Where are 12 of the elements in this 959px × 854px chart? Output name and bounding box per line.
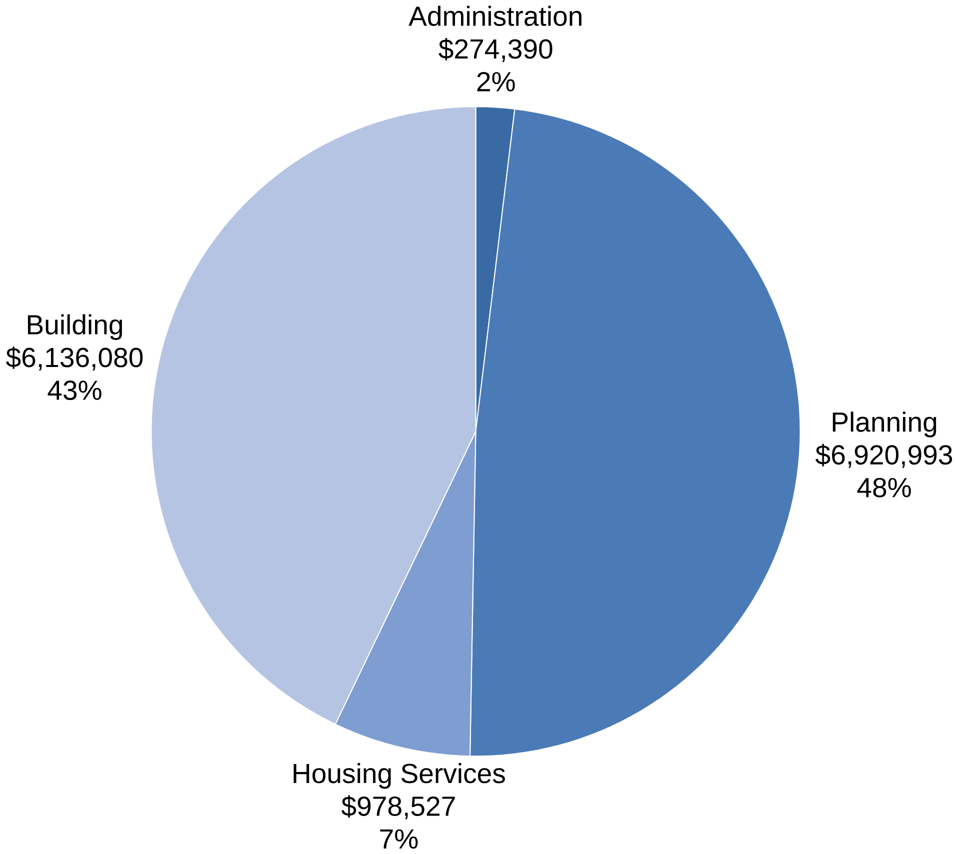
slice-label: Housing Services bbox=[294, 762, 505, 789]
data-label: $978,527 bbox=[342, 795, 455, 820]
slice-label: Planning bbox=[832, 411, 936, 438]
slice-label: Administration bbox=[408, 6, 582, 26]
text: 2% bbox=[477, 72, 515, 92]
data-label: $274,390 bbox=[438, 38, 552, 62]
slice-label: Building bbox=[28, 314, 122, 340]
text: 48% bbox=[857, 478, 911, 498]
data-label: $6,920,993 bbox=[816, 444, 952, 468]
text: 43% bbox=[48, 380, 102, 400]
data-label: $6,136,080 bbox=[6, 346, 143, 370]
text: 7% bbox=[380, 829, 418, 848]
